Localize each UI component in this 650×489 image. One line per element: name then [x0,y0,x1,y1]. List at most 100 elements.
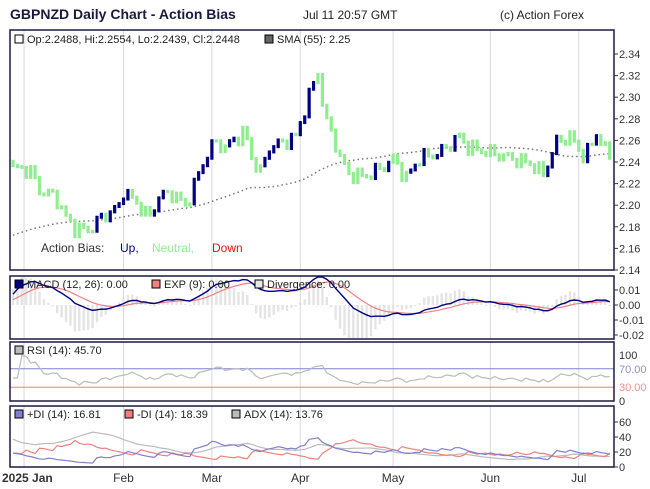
candle [404,170,408,183]
candle [563,139,568,146]
divergence-bar [471,296,474,305]
macd-line [12,276,610,318]
candle [214,139,218,143]
divergence-bar [347,305,351,338]
divergence-bar [263,305,267,319]
price-tick-label: 2.34 [619,49,640,61]
divergence-bar [179,301,183,305]
divergence-bar [604,301,607,305]
divergence-bar [444,292,448,305]
rsi-panel [9,341,615,402]
divergence-bar [228,286,231,305]
candle [281,138,285,143]
divergence-bar [502,305,505,310]
candle [431,154,435,160]
divergence-bar [254,305,258,314]
divergence-bar [78,305,81,332]
divergence-bar [268,305,271,318]
divergence-bar [462,291,466,305]
divergence-bar [153,305,156,307]
candle [484,151,488,158]
price-tick-label: 2.30 [619,92,640,104]
candle [493,144,497,157]
candle [201,164,205,175]
divergence-bar [391,305,395,310]
plus-di-line [12,437,610,464]
candle [144,205,148,217]
candle [263,156,267,168]
candle [161,189,165,200]
divergence-bar [91,305,94,329]
candle [258,164,263,173]
month-label: Jul [571,471,586,485]
adx-tick-label: 20 [619,447,631,459]
candle [373,162,378,181]
divergence-bar [69,305,72,326]
candle [475,139,479,152]
rsi-tick-label: 70.00 [619,364,647,376]
divergence-bar [568,291,572,305]
candle [241,125,245,147]
macd-tick-label: -0.01 [619,315,644,327]
candle [387,160,391,173]
candle [462,132,466,144]
candle [157,196,161,213]
month-label: May [382,471,405,485]
divergence-bar [515,305,519,313]
candle [37,176,42,196]
candle [272,145,276,154]
adx-line [12,431,610,461]
candle [42,192,46,197]
adx-legend: ADX (14): 13.76 [244,409,323,421]
candle [365,173,369,179]
candle [471,139,475,156]
candle [121,197,126,206]
divergence-bar [559,295,563,305]
candle [586,142,590,164]
candle [135,195,139,205]
candle [113,204,117,214]
candle [254,157,258,173]
divergence-bar [64,305,68,322]
candle [537,161,541,175]
month-label: Jun [481,471,500,485]
divergence-bar [250,303,253,305]
divergence-bar [73,305,77,332]
divergence-bar [396,305,399,308]
divergence-bar [356,305,359,338]
candle [568,130,572,146]
divergence-bar [321,287,324,305]
mdi-swatch [124,409,134,419]
divergence-bar [506,305,510,310]
candle [378,162,382,171]
candle [82,222,86,229]
macd-legend: MACD (12, 26): 0.00 [27,279,128,291]
divergence-bar [489,304,492,306]
candle [307,87,311,119]
exp-swatch [151,279,161,289]
candle [479,148,484,155]
candle [219,139,223,154]
candle [11,159,15,168]
divergence-bar [573,292,576,305]
candle [46,188,50,197]
divergence-bar [542,305,545,314]
candle [532,163,537,175]
month-label: Apr [291,471,310,485]
candle [338,149,342,158]
candle [435,153,439,160]
candle [33,165,37,180]
divergence-bar [480,302,483,305]
divergence-bar [294,305,298,307]
candle [285,139,289,151]
copyright: (c) Action Forex [500,8,584,22]
divergence-bar [210,281,214,305]
candle [15,164,20,169]
candle [60,205,64,210]
divergence-bar [383,305,386,321]
candle [342,154,347,165]
axes: 2025 Jan Feb Mar Apr May Jun Jul 2.34 2.32 2.30 2.… [2,49,647,485]
candle [497,153,501,162]
candle [329,116,333,132]
candle [183,197,187,207]
